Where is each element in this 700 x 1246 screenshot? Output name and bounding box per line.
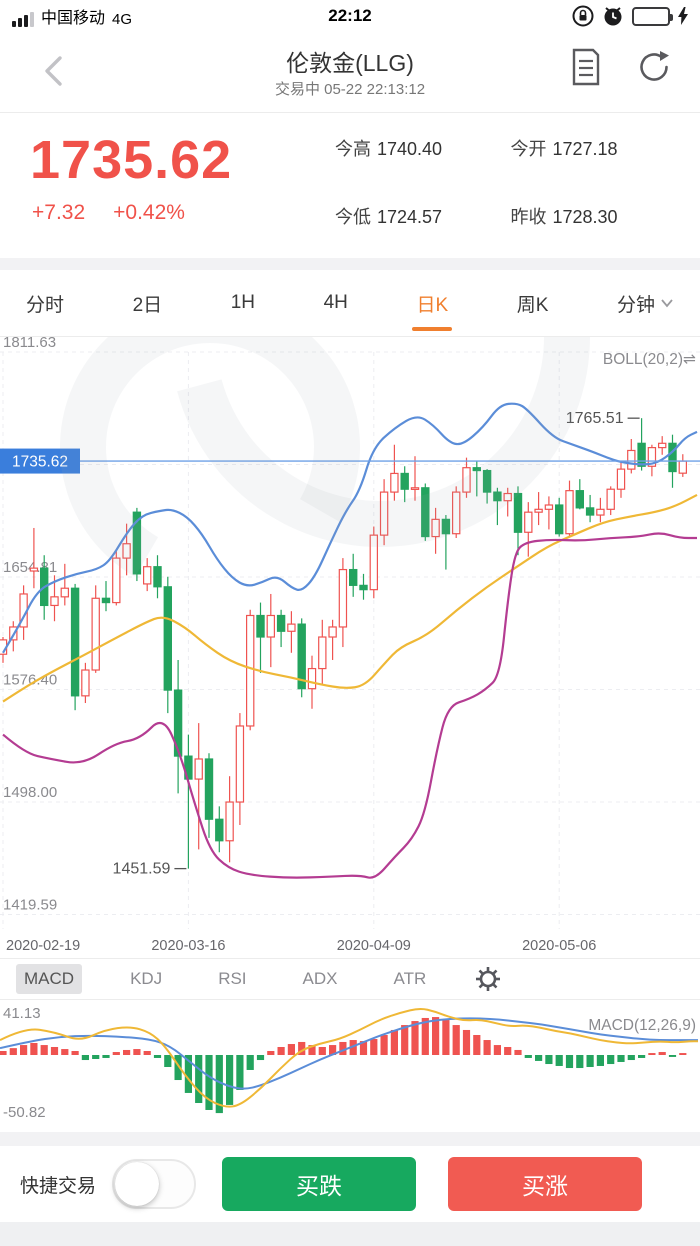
- price-change-percent: +0.42%: [113, 201, 185, 224]
- tab-kdj[interactable]: KDJ: [130, 969, 163, 988]
- section-divider: [0, 258, 700, 270]
- refresh-button[interactable]: [636, 48, 672, 86]
- charging-bolt-icon: [678, 7, 688, 25]
- last-price: 1735.62: [30, 130, 233, 190]
- indicator-settings-gear-icon[interactable]: [474, 965, 502, 993]
- current-price-tag-label: 1735.62: [12, 454, 68, 471]
- y-axis-label: 1654.81: [3, 559, 57, 576]
- macd-panel[interactable]: 41.13 -50.82 MACD(12,26,9): [0, 1000, 700, 1132]
- tab-adx[interactable]: ADX: [302, 969, 338, 988]
- stat-value-high: 1740.40: [377, 139, 443, 159]
- tab-1h[interactable]: 1H: [230, 292, 256, 313]
- period-tab-bar: 分时 2日 1H 4H 日K 周K 分钟: [0, 270, 700, 337]
- trade-action-bar: 快捷交易 买跌 买涨: [0, 1146, 700, 1222]
- quick-trade-label: 快捷交易: [20, 1175, 97, 1197]
- back-button[interactable]: [40, 54, 70, 88]
- navigation-header: 伦敦金(LLG) 交易中 05-22 22:13:12: [0, 32, 700, 113]
- boll-legend: BOLL(20,2)⇌: [603, 351, 696, 368]
- tab-4h[interactable]: 4H: [323, 292, 348, 313]
- tab-weekly-k[interactable]: 周K: [516, 294, 549, 316]
- quick-trade-toggle[interactable]: [112, 1159, 197, 1209]
- kline-chart[interactable]: 1811.63 1654.81 1576.40 1498.00 1419.59 BOLL(…: [0, 337, 700, 958]
- x-axis-label: 2020-03-16: [151, 938, 225, 954]
- alarm-clock-icon: [604, 7, 622, 26]
- kline-chart-svg[interactable]: 1811.631654.811576.401498.001419.59BOLL(…: [0, 337, 700, 958]
- y-axis-label: 1811.63: [3, 337, 56, 351]
- carrier-label: 中国移动: [41, 10, 106, 27]
- boll-upper-band: [2, 402, 698, 654]
- macd-dif-line: [0, 1008, 698, 1108]
- clock-label: 22:12: [328, 6, 372, 25]
- tab-daily-k[interactable]: 日K: [412, 270, 453, 336]
- stat-value-open: 1727.18: [552, 139, 618, 159]
- status-bar: 中国移动 4G 22:12: [0, 0, 700, 32]
- tab-atr[interactable]: ATR: [393, 969, 427, 988]
- boll-lower-band: [2, 532, 697, 879]
- buy-down-button[interactable]: 买跌: [222, 1157, 417, 1211]
- home-indicator-area: [0, 1222, 700, 1246]
- tab-macd[interactable]: MACD: [16, 964, 83, 994]
- toggle-knob: [115, 1162, 160, 1206]
- stat-label-high: 今高: [335, 139, 371, 159]
- buy-up-button[interactable]: 买涨: [448, 1157, 643, 1211]
- macd-chart-svg[interactable]: 41.13 -50.82 MACD(12,26,9): [0, 1000, 700, 1132]
- tab-rsi[interactable]: RSI: [218, 969, 247, 988]
- chevron-down-icon: [661, 299, 673, 308]
- quote-section: 1735.62 +7.32 +0.42% 今高 1740.40 今开 1727.18…: [0, 113, 700, 258]
- chart-grid: [0, 351, 700, 929]
- x-axis-label: 2020-04-09: [337, 938, 411, 954]
- stat-label-low: 今低: [335, 207, 371, 227]
- indicator-tab-bar: MACD KDJ RSI ADX ATR: [0, 958, 700, 1000]
- price-annotation: 1765.51: [566, 410, 624, 427]
- x-axis-label: 2020-05-06: [522, 938, 596, 954]
- tab-timeline[interactable]: 分时: [26, 294, 65, 316]
- news-document-button[interactable]: [570, 48, 602, 86]
- current-price-tag: [0, 448, 80, 474]
- network-type-label: 4G: [112, 11, 133, 28]
- macd-max-label: 41.13: [3, 1005, 41, 1022]
- section-divider: [0, 1132, 700, 1146]
- battery-icon: [632, 6, 673, 26]
- page-title: 伦敦金(LLG): [286, 50, 414, 76]
- tab-minutes-dropdown[interactable]: 分钟: [617, 270, 674, 336]
- y-axis-label: 1498.00: [3, 784, 57, 801]
- market-status-label: 交易中 05-22 22:13:12: [274, 81, 426, 98]
- macd-min-label: -50.82: [3, 1104, 46, 1121]
- signal-strength-icon: [12, 12, 34, 28]
- macd-legend: MACD(12,26,9): [588, 1017, 696, 1034]
- stat-label-prev-close: 昨收: [510, 207, 547, 227]
- stat-value-prev-close: 1728.30: [552, 207, 618, 227]
- tab-2day[interactable]: 2日: [132, 294, 163, 316]
- x-axis-label: 2020-02-19: [6, 938, 80, 954]
- macd-dea-line: [0, 1017, 698, 1090]
- candles-layer: [0, 418, 688, 869]
- y-axis-label: 1419.59: [3, 897, 57, 914]
- orientation-lock-icon: [572, 5, 594, 27]
- boll-middle-band: [2, 493, 698, 703]
- price-change: +7.32: [32, 201, 86, 224]
- stat-value-low: 1724.57: [377, 207, 443, 227]
- stat-label-open: 今开: [510, 139, 547, 159]
- price-annotation: 1451.59: [113, 861, 171, 878]
- macd-histogram: [0, 1017, 687, 1114]
